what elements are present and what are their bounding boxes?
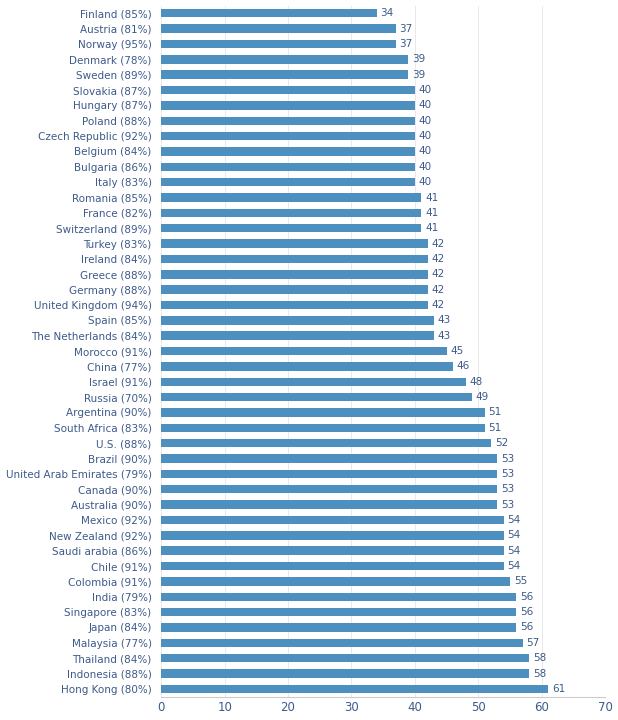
Bar — [161, 439, 491, 447]
Text: 39: 39 — [412, 54, 426, 64]
Bar — [161, 147, 415, 156]
Bar — [161, 608, 516, 616]
Bar — [161, 132, 415, 140]
Bar — [161, 331, 434, 340]
Bar — [161, 670, 529, 678]
Bar — [161, 685, 548, 693]
Bar — [161, 562, 504, 570]
Bar — [161, 546, 504, 555]
Text: 46: 46 — [457, 361, 470, 372]
Bar — [161, 193, 421, 202]
Bar — [161, 593, 516, 601]
Bar — [161, 577, 510, 585]
Text: 54: 54 — [507, 531, 520, 540]
Text: 42: 42 — [431, 269, 444, 279]
Bar — [161, 624, 516, 631]
Bar — [161, 224, 421, 233]
Bar — [161, 270, 428, 279]
Text: 40: 40 — [418, 146, 432, 156]
Bar — [161, 423, 485, 432]
Text: 52: 52 — [494, 438, 508, 449]
Text: 40: 40 — [418, 177, 432, 187]
Text: 43: 43 — [438, 315, 451, 325]
Bar — [161, 24, 396, 33]
Text: 41: 41 — [425, 208, 438, 218]
Bar — [161, 101, 415, 109]
Text: 53: 53 — [501, 469, 514, 479]
Text: 54: 54 — [507, 546, 520, 556]
Bar — [161, 55, 408, 63]
Bar — [161, 316, 434, 325]
Text: 58: 58 — [533, 669, 546, 678]
Text: 42: 42 — [431, 284, 444, 294]
Bar — [161, 500, 497, 509]
Bar — [161, 163, 415, 171]
Bar — [161, 454, 497, 463]
Text: 40: 40 — [418, 85, 432, 95]
Text: 55: 55 — [514, 577, 527, 586]
Bar — [161, 86, 415, 94]
Bar — [161, 255, 428, 263]
Text: 42: 42 — [431, 238, 444, 248]
Text: 53: 53 — [501, 454, 514, 464]
Bar — [161, 9, 377, 17]
Bar — [161, 639, 523, 647]
Text: 42: 42 — [431, 300, 444, 310]
Text: 40: 40 — [418, 162, 432, 172]
Text: 53: 53 — [501, 500, 514, 510]
Text: 40: 40 — [418, 100, 432, 110]
Bar — [161, 469, 497, 478]
Bar — [161, 40, 396, 48]
Bar — [161, 301, 428, 309]
Text: 48: 48 — [469, 377, 483, 387]
Bar — [161, 516, 504, 524]
Text: 41: 41 — [425, 223, 438, 233]
Text: 40: 40 — [418, 116, 432, 126]
Text: 54: 54 — [507, 515, 520, 525]
Bar — [161, 654, 529, 662]
Text: 51: 51 — [488, 408, 502, 418]
Text: 57: 57 — [527, 638, 540, 648]
Bar — [161, 239, 428, 248]
Text: 37: 37 — [400, 24, 413, 34]
Bar — [161, 393, 472, 401]
Bar — [161, 377, 465, 386]
Text: 53: 53 — [501, 485, 514, 494]
Text: 39: 39 — [412, 70, 426, 80]
Bar — [161, 117, 415, 125]
Bar — [161, 362, 453, 371]
Text: 34: 34 — [381, 8, 394, 18]
Text: 45: 45 — [451, 346, 464, 356]
Bar — [161, 209, 421, 217]
Bar — [161, 408, 485, 417]
Text: 49: 49 — [476, 392, 489, 402]
Text: 56: 56 — [520, 592, 533, 602]
Text: 43: 43 — [438, 330, 451, 341]
Text: 61: 61 — [552, 684, 565, 694]
Text: 56: 56 — [520, 623, 533, 632]
Text: 41: 41 — [425, 192, 438, 202]
Text: 42: 42 — [431, 254, 444, 264]
Text: 58: 58 — [533, 653, 546, 663]
Bar — [161, 347, 447, 355]
Bar — [161, 71, 408, 79]
Bar — [161, 531, 504, 539]
Text: 51: 51 — [488, 423, 502, 433]
Bar — [161, 285, 428, 294]
Text: 54: 54 — [507, 561, 520, 571]
Text: 40: 40 — [418, 131, 432, 141]
Bar — [161, 485, 497, 493]
Text: 37: 37 — [400, 39, 413, 49]
Bar — [161, 178, 415, 186]
Text: 56: 56 — [520, 607, 533, 617]
